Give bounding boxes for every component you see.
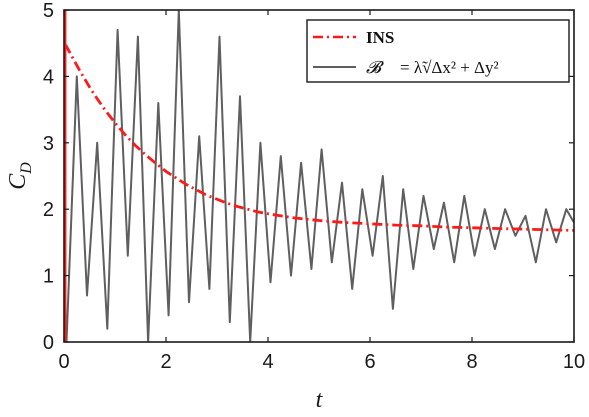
x-tick-label: 4: [262, 351, 273, 373]
legend-box: [306, 19, 570, 83]
y-tick-label: 1: [43, 266, 54, 288]
x-tick-label: 2: [160, 351, 171, 373]
plot-frame: [63, 9, 575, 343]
legend-b-formula: = λ̃√Δx² + Δy²: [400, 58, 499, 77]
y-tick-label: 0: [43, 332, 54, 354]
series-line-b: [65, 10, 574, 342]
x-tick-label: 0: [58, 351, 69, 373]
x-tick-label: 6: [364, 351, 375, 373]
plot-area: [63, 10, 574, 342]
y-tick-label: 4: [43, 66, 54, 88]
legend-b-symbol: 𝓑: [366, 58, 384, 77]
y-tick-label: 3: [43, 133, 54, 155]
series-line-ins: [64, 43, 574, 232]
legend-ins-label: INS: [366, 28, 394, 47]
x-axis-label: t: [316, 387, 324, 413]
y-tick-label: 5: [43, 0, 54, 22]
x-tick-label: 10: [563, 351, 585, 373]
y-axis: 0 1 2 3 4 5: [43, 0, 574, 354]
x-tick-label: 8: [466, 351, 477, 373]
y-axis-label: CD: [5, 162, 35, 190]
x-axis: 0 2 4 6 8 10: [58, 10, 585, 373]
y-tick-label: 2: [43, 199, 54, 221]
legend: INS 𝓑 = λ̃√Δx² + Δy²: [306, 19, 570, 83]
